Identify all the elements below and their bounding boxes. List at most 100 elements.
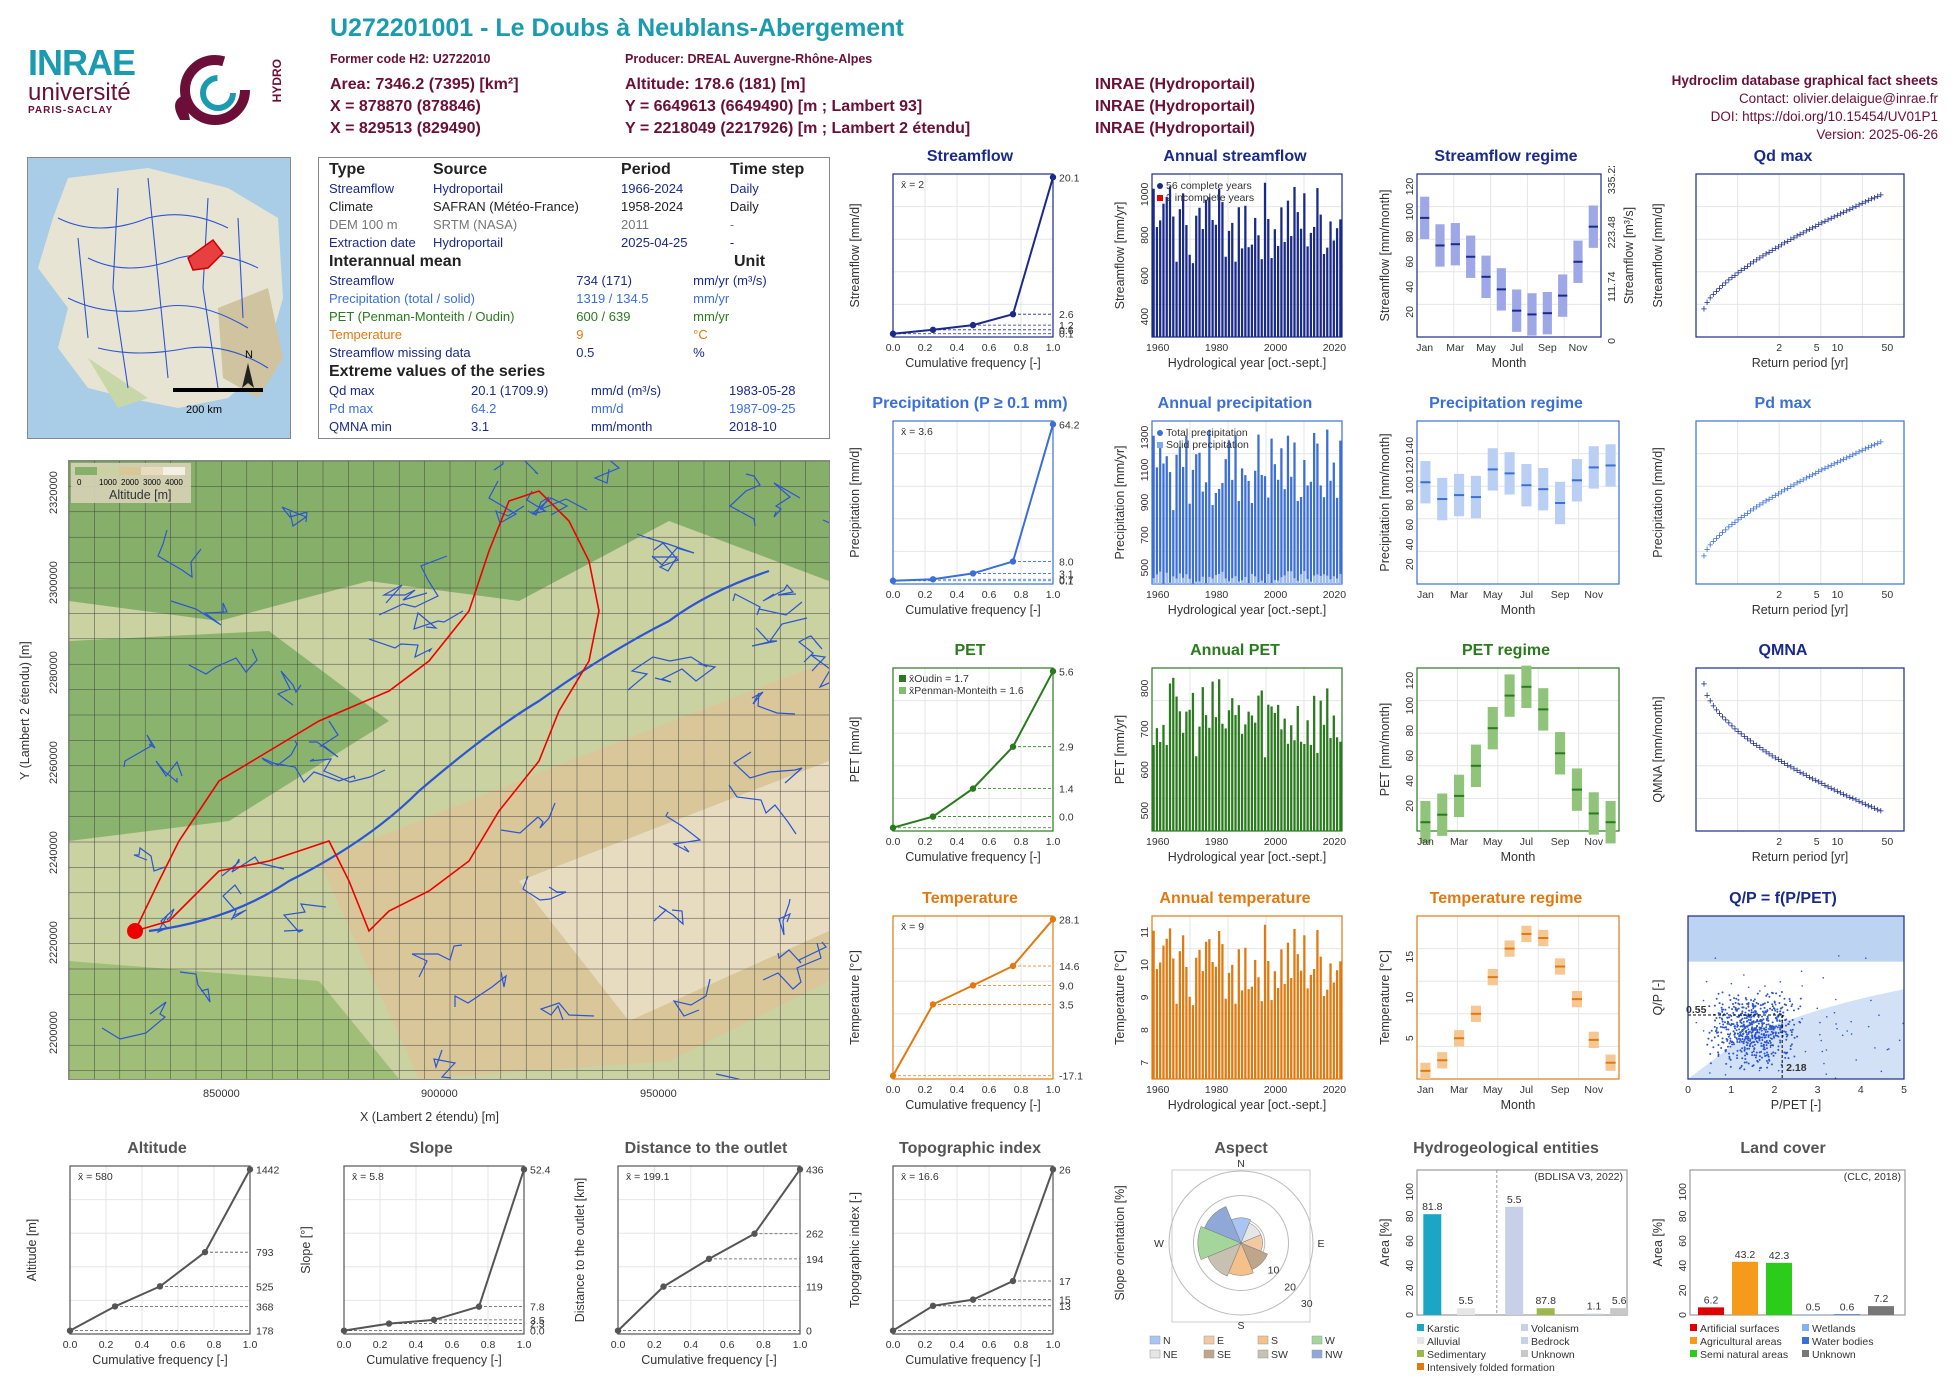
quantile-point	[1049, 421, 1057, 428]
daily-point	[1740, 1022, 1743, 1025]
daily-point	[1756, 992, 1759, 995]
tick-label: 1.0	[517, 1339, 532, 1351]
daily-point	[1741, 1037, 1744, 1040]
mean-value: 600 / 639	[576, 309, 631, 324]
panel-title: Temperature	[922, 890, 1018, 907]
doi-link[interactable]: DOI: https://doi.org/10.15454/UV01P1	[1710, 109, 1938, 124]
landcover-bar	[1834, 1314, 1860, 1315]
tick-label: 1980	[1205, 342, 1229, 354]
year-bar	[1270, 438, 1273, 584]
quantile-value: 7.8	[530, 1302, 545, 1314]
sample-point: +	[1797, 229, 1803, 241]
sample-point: +	[1735, 267, 1741, 279]
daily-point	[1768, 995, 1771, 998]
sample-point: +	[1816, 777, 1822, 789]
y-axis-label: Precipitation [mm/d]	[1651, 447, 1665, 557]
year-bar	[1234, 1003, 1237, 1079]
daily-point	[1743, 1026, 1746, 1029]
year-bar	[1201, 971, 1204, 1079]
daily-point	[1886, 1048, 1889, 1051]
tick-label: 20	[1404, 800, 1416, 812]
daily-point	[1727, 1028, 1730, 1031]
daily-point	[1755, 1051, 1758, 1054]
tick-label: 20	[1404, 558, 1416, 570]
type-cell: Extraction date	[329, 235, 416, 250]
year-bar-secondary	[1306, 578, 1309, 584]
tick-label: 0.2	[918, 342, 933, 354]
sample-point: +	[1816, 466, 1822, 478]
water-limit-zone	[1688, 989, 1904, 1079]
step-cell: -	[729, 217, 735, 232]
year-bar	[1254, 217, 1257, 337]
daily-point	[1744, 1030, 1747, 1033]
sample-point: +	[1785, 236, 1791, 248]
period-cell: 2011	[621, 217, 649, 232]
year-bar-secondary	[1159, 571, 1162, 584]
tick-label: 120	[1404, 672, 1416, 690]
right-axis-tick: 0	[1606, 338, 1618, 344]
hydro-logo-text: HYDRO	[270, 59, 284, 103]
catchment-map: 0 1000 2000 3000 4000 Altitude [m]	[68, 438, 893, 1111]
source-note: (BDLISA V3, 2022)	[1534, 1171, 1623, 1183]
page-title: U272201001 - Le Doubs à Neublans-Abergem…	[330, 14, 904, 42]
quantile-value: 15	[1059, 1295, 1071, 1307]
daily-point	[1763, 1036, 1766, 1039]
legend-label: Agricultural areas	[1700, 1336, 1782, 1348]
daily-point	[1757, 1002, 1760, 1005]
tick-label: 0.6	[445, 1339, 460, 1351]
year-bar-secondary	[1172, 576, 1175, 584]
daily-point	[1804, 1050, 1807, 1053]
year-bar	[1237, 501, 1240, 584]
year-bar-secondary	[1326, 575, 1329, 584]
daily-point	[1766, 1001, 1769, 1004]
daily-point	[1736, 1049, 1739, 1052]
tick-label: 0.4	[950, 1339, 965, 1351]
sample-point: +	[1741, 731, 1747, 743]
daily-point	[1771, 1005, 1774, 1008]
daily-point	[1708, 1005, 1711, 1008]
period-cell: 1966-2024	[621, 181, 684, 196]
y-axis-label: Slope [°]	[299, 1226, 313, 1273]
daily-point	[1750, 1016, 1753, 1019]
legend-label: W	[1325, 1335, 1335, 1347]
sample-point: +	[1750, 504, 1756, 516]
sample-point: +	[1812, 468, 1818, 480]
mean-label: Precipitation (total / solid)	[329, 291, 475, 306]
daily-point	[1768, 1028, 1771, 1031]
year-bar	[1309, 744, 1313, 831]
legend-swatch	[1157, 430, 1163, 436]
daily-point	[1729, 1032, 1732, 1035]
daily-point	[1763, 1046, 1766, 1049]
y-axis-label: Q/P [-]	[1651, 980, 1665, 1016]
year-bar	[1178, 209, 1181, 337]
year-bar	[1303, 935, 1306, 1079]
aspect-sector	[1197, 1226, 1242, 1260]
year-bar	[1201, 491, 1204, 584]
year-bar	[1208, 939, 1211, 1079]
step-cell: -	[729, 235, 735, 250]
year-bar-secondary	[1280, 577, 1283, 584]
year-bar	[1188, 996, 1191, 1079]
sample-point: +	[1871, 803, 1877, 815]
year-bar	[1283, 489, 1286, 584]
year-bar	[1293, 928, 1296, 1079]
tick-label: Nov	[1584, 1084, 1603, 1096]
mean-label: x̄ = 16.6	[901, 1171, 939, 1183]
daily-point	[1765, 1028, 1768, 1031]
year-bar	[1224, 998, 1227, 1079]
daily-point	[1772, 1028, 1775, 1031]
daily-point	[1742, 1006, 1745, 1009]
entity-bar	[1423, 1214, 1442, 1315]
minimap-scale: 200 km	[186, 404, 222, 416]
tick-label: 1980	[1205, 1084, 1229, 1096]
sample-point: +	[1834, 457, 1840, 469]
tick-label: 40	[1404, 281, 1416, 293]
daily-point	[1798, 1020, 1801, 1023]
year-bar	[1195, 756, 1198, 831]
tick-label: 0.8	[207, 1339, 222, 1351]
x-axis-label: Cumulative frequency [-]	[905, 850, 1040, 864]
daily-point	[1785, 1038, 1788, 1041]
daily-point	[1697, 1009, 1700, 1011]
map-xtick: 900000	[421, 1088, 458, 1100]
tick-label: May	[1483, 836, 1504, 848]
